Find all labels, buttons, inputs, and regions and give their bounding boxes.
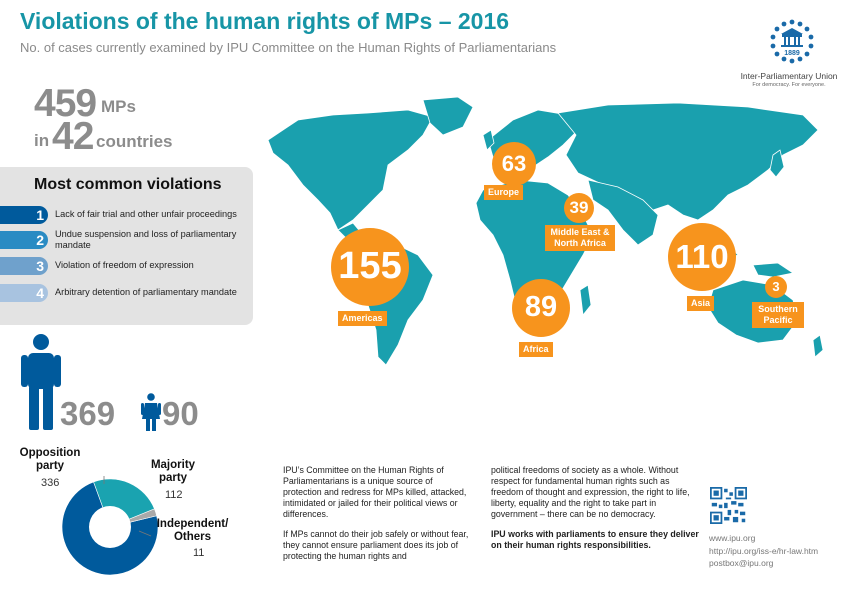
- men-count: 369: [60, 395, 116, 432]
- violation-rank: 1: [0, 206, 48, 224]
- violation-label: Arbitrary detention of parliamentary man…: [55, 287, 237, 297]
- majority-label: Majority party: [150, 459, 196, 484]
- in-word: in: [34, 131, 50, 150]
- body-paragraph: political freedoms of society as a whole…: [491, 465, 690, 519]
- women-count: 90: [162, 395, 199, 432]
- donut-leader-lines: [103, 476, 152, 537]
- opposition-label: Opposition party: [19, 447, 81, 472]
- americas-bubble: 155: [331, 228, 409, 306]
- north-america-shape: [267, 109, 434, 231]
- opposition-value: 336: [41, 477, 60, 489]
- logo-year: 1889: [784, 50, 800, 57]
- body-paragraph: IPU’s Committee on the Human Rights of P…: [283, 465, 467, 519]
- countries-count: 42: [52, 115, 94, 158]
- page-title: Violations of the human rights of MPs – …: [20, 8, 510, 34]
- male-person-icon: [21, 334, 61, 430]
- violation-rank: 4: [0, 284, 48, 302]
- countries-unit: countries: [96, 132, 173, 151]
- japan-shape: [769, 149, 785, 178]
- female-person-icon: [141, 393, 161, 431]
- body-column-1: IPU’s Committee on the Human Rights of P…: [283, 465, 473, 571]
- majority-value: 112: [165, 489, 183, 501]
- europe-bubble: 63: [492, 142, 536, 186]
- logo-tagline: For democracy. For everyone.: [752, 82, 826, 88]
- southern-pacific-bubble: 3: [765, 276, 787, 298]
- page-subtitle: No. of cases currently examined by IPU C…: [20, 40, 557, 55]
- africa-label: Africa: [519, 342, 553, 357]
- middle-east-india-shape: [587, 179, 659, 246]
- europe-label: Europe: [484, 185, 524, 200]
- mps-unit: MPs: [101, 97, 136, 116]
- qr-code-icon[interactable]: [710, 487, 747, 524]
- email-link[interactable]: postbox@ipu.org: [709, 558, 774, 568]
- greenland-shape: [422, 96, 474, 136]
- southern-pacific-label: Southern Pacific: [752, 302, 804, 328]
- body-column-2: political freedoms of society as a whole…: [491, 465, 699, 560]
- mena-bubble: 39: [564, 193, 594, 223]
- body-paragraph: If MPs cannot do their job safely or wit…: [283, 529, 469, 561]
- asia-label: Asia: [687, 296, 715, 311]
- violations-title: Most common violations: [34, 176, 222, 193]
- violation-rank: 2: [0, 231, 48, 249]
- logo-name: Inter-Parliamentary Union: [740, 71, 838, 81]
- violation-rank: 3: [0, 257, 48, 275]
- madagascar-shape: [579, 284, 592, 316]
- violation-label: Undue suspension and loss of parliamenta…: [55, 229, 237, 250]
- body-callout: IPU works with parliaments to ensure the…: [491, 529, 699, 550]
- contact-links: www.ipu.org http://ipu.org/iss-e/hr-law.…: [709, 532, 818, 570]
- uk-shape: [482, 129, 495, 151]
- americas-label: Americas: [338, 311, 387, 326]
- ipu-logo: 1889: [740, 12, 844, 92]
- new-zealand-shape: [812, 334, 824, 358]
- new-guinea-shape: [752, 262, 795, 278]
- independent-value: 11: [193, 547, 205, 559]
- website-link[interactable]: www.ipu.org: [709, 533, 756, 543]
- violation-label: Violation of freedom of expression: [55, 260, 194, 270]
- independent-label: Independent/ Others: [156, 518, 229, 543]
- africa-bubble: 89: [512, 279, 570, 337]
- mena-label: Middle East & North Africa: [545, 225, 615, 251]
- page-link[interactable]: http://ipu.org/iss-e/hr-law.htm: [709, 545, 819, 556]
- mps-count: 459: [34, 82, 97, 125]
- party-donut-chart: [61, 478, 159, 576]
- asia-bubble: 110: [668, 223, 736, 291]
- violation-label: Lack of fair trial and other unfair proc…: [55, 209, 237, 219]
